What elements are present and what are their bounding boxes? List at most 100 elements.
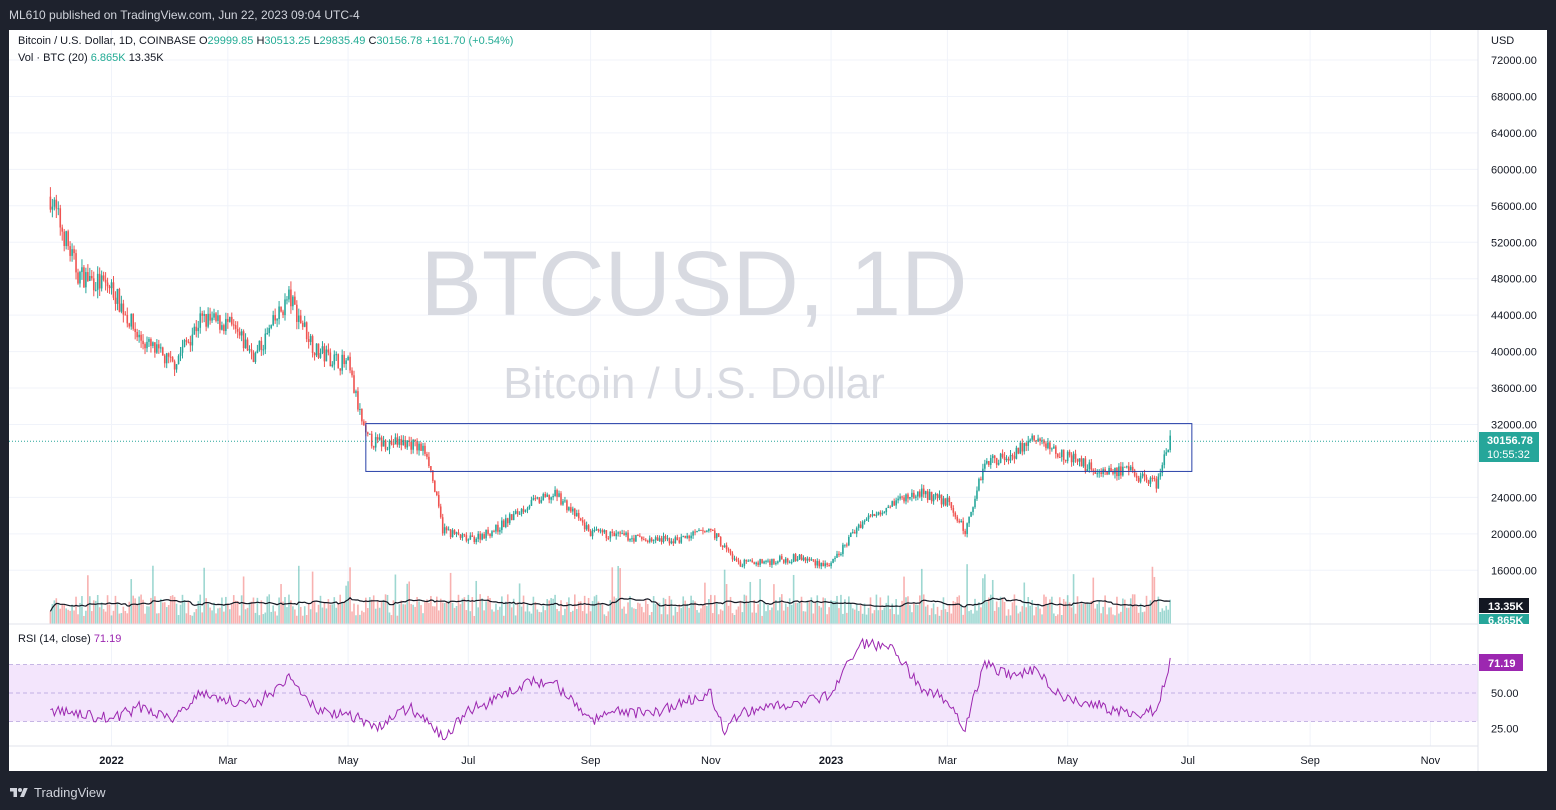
volume-bar [680,608,683,624]
chart-svg[interactable]: BTCUSD, 1D Bitcoin / U.S. Dollar USD 720… [9,30,1547,771]
candle-body [92,278,95,291]
candle-body [1011,455,1014,457]
volume-bar [1049,599,1051,624]
rsi-badge-value: 71.19 [1488,658,1516,670]
volume-bar [461,598,464,624]
volume-bar [290,600,292,624]
volume-bar [171,595,174,624]
candle-body [631,538,633,540]
volume-bar [501,596,503,624]
volume-bar [1141,612,1144,624]
volume-bar [434,606,436,624]
candle-body [55,199,58,209]
volume-bar [1074,613,1077,624]
volume-bar [522,595,525,624]
candle-body [315,343,318,356]
volume-bar [960,604,962,624]
volume-bar [836,595,838,624]
candle-body [189,341,192,346]
time-axis[interactable]: 2022 Mar May Jul Sep Nov 2023 Mar May Jul Sep Nov [99,755,1440,767]
candle-body [388,440,391,450]
volume-bar [1027,597,1030,624]
volume-bar [855,603,858,624]
price-tick-label: 16000.00 [1491,565,1537,577]
candle-body [335,354,338,356]
candle-body [278,306,280,320]
volume-legend[interactable]: Vol · BTC (20) 6.865K 13.35K [18,52,164,64]
volume-bar [706,605,708,624]
volume-bar [698,612,700,624]
volume-bar [1047,604,1049,624]
volume-bar [1029,605,1031,624]
candle-body [1027,440,1030,446]
volume-bar [674,606,677,624]
candle-body [804,557,807,561]
candle-body [483,534,485,539]
candle-body [830,562,832,567]
volume-bar [820,607,823,624]
volume-bar [715,603,718,624]
candle-body [919,491,921,497]
candle-body [611,531,614,533]
volume-bar [321,607,324,624]
volume-bar [136,605,138,624]
candle-body [345,360,347,365]
candle-body [1076,458,1079,462]
candle-body [1104,469,1106,472]
vol-ma-badge-value: 13.35K [1488,601,1524,613]
candle-body [313,352,316,356]
price-legend[interactable]: Bitcoin / U.S. Dollar, 1D, COINBASE O299… [18,35,513,47]
candle-body [282,311,284,316]
volume-bar [89,596,91,624]
candle-body [603,530,606,533]
candle-body [256,350,259,354]
volume-bar [725,584,728,624]
candle-body [199,313,202,328]
volume-bar [786,606,789,624]
volume-bar [337,603,340,624]
time-tick-label: May [1057,755,1078,767]
candle-body [958,520,961,523]
volume-bar [641,606,643,624]
volume-bar [71,604,73,624]
candle-body [1021,442,1024,452]
price-axis[interactable]: 72000.00 68000.00 64000.00 60000.00 56000.00… [1491,55,1537,577]
candle-body [311,336,314,353]
candle-body [593,530,596,532]
legend-change: +161.70 (+0.54%) [425,35,514,47]
volume-bar [1053,613,1055,624]
volume-bar [217,608,219,624]
chart-panel[interactable]: BTCUSD, 1D Bitcoin / U.S. Dollar USD 720… [9,30,1547,771]
candle-body [646,540,649,542]
time-tick-label: Jul [461,755,475,767]
candle-body [712,529,714,531]
volume-bar [1023,582,1026,624]
volume-bar [512,598,515,624]
volume-bar [238,615,241,624]
volume-bar [479,594,481,624]
volume-bar [1021,606,1024,624]
volume-bar [810,597,813,624]
rsi-legend[interactable]: RSI (14, close) 71.19 [18,633,121,645]
candle-body [329,352,332,367]
candle-body [424,445,426,454]
candle-body [1086,469,1089,472]
range-box[interactable] [365,423,1193,472]
candle-body [834,557,836,560]
volume-bar [646,604,649,624]
candle-body [67,231,69,247]
candle-body [89,275,91,281]
volume-bar [307,603,310,624]
candle-body [262,349,265,351]
candle-body [619,532,621,534]
volume-bar [319,595,322,624]
volume-bar [422,613,424,624]
candle-body [684,535,686,538]
candle-body [1066,451,1069,462]
candle-body [915,496,917,498]
volume-bar [587,597,590,624]
volume-bar [1122,598,1124,624]
candle-body [445,527,448,531]
tradingview-logo[interactable]: TradingView [9,785,106,800]
volume-bar [503,615,505,624]
